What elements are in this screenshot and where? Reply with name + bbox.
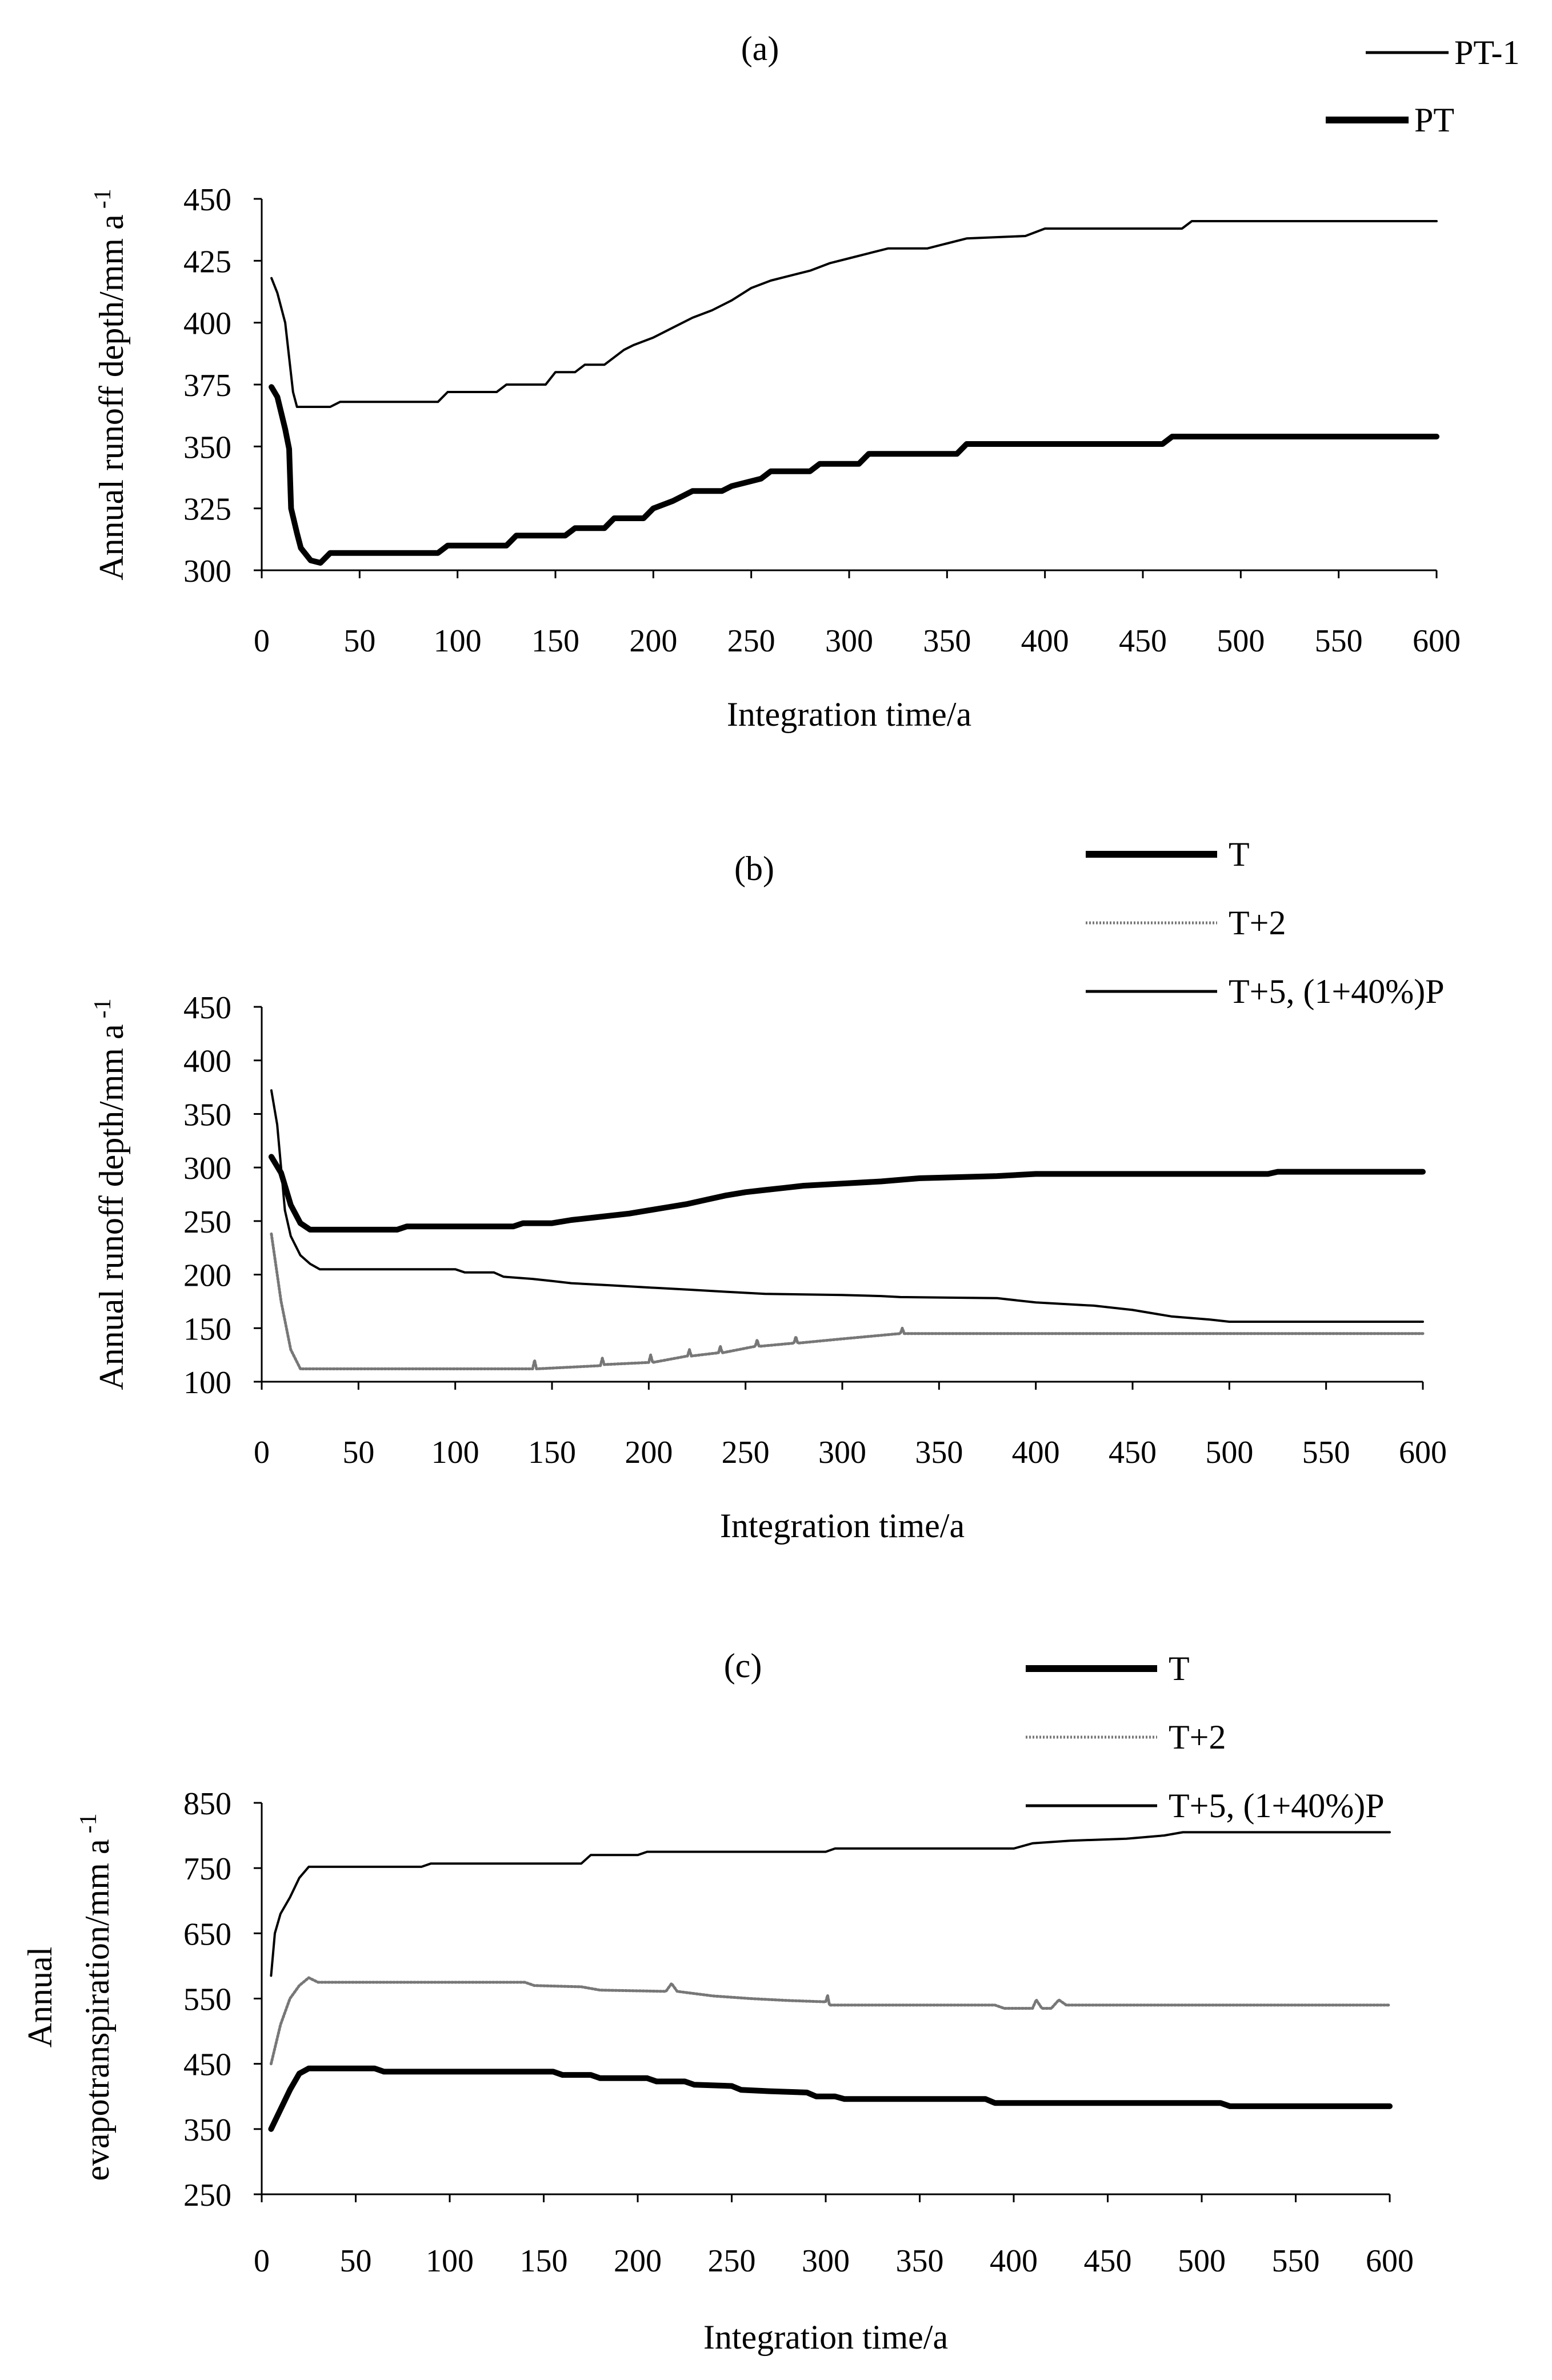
x-tick-label: 350 <box>923 623 971 659</box>
x-tick-label: 350 <box>915 1435 963 1470</box>
x-axis-label: Integration time/a <box>727 695 971 733</box>
x-tick-label: 250 <box>722 1435 770 1470</box>
x-tick-label: 550 <box>1302 1435 1350 1470</box>
x-tick-label: 100 <box>426 2243 474 2279</box>
x-tick-label: 400 <box>1012 1435 1060 1470</box>
legend-label: T+5, (1+40%)P <box>1169 1787 1385 1825</box>
y-tick-label: 350 <box>183 2113 231 2148</box>
x-tick-label: 0 <box>254 2243 270 2279</box>
y-tick-label: 550 <box>183 1982 231 2018</box>
y-tick-label: 450 <box>183 2047 231 2083</box>
x-tick-label: 150 <box>520 2243 568 2279</box>
series-line-thin <box>270 220 1438 408</box>
chart-title: (b) <box>734 850 774 887</box>
y-tick-label: 425 <box>183 244 231 279</box>
x-axis-label: Integration time/a <box>720 1507 965 1545</box>
chart-panel-2: 250 350 450 550 650 750 850 0 50 100 150 200 250 300 3… <box>21 1647 1414 2356</box>
y-tick-label: 250 <box>183 2178 231 2213</box>
series-line-dotted <box>269 1976 1391 2066</box>
legend-label: PT-1 <box>1454 34 1520 71</box>
x-tick-label: 400 <box>990 2243 1038 2279</box>
x-tick-label: 350 <box>896 2243 944 2279</box>
y-tick-label: 300 <box>183 554 231 589</box>
y-tick-label: 150 <box>183 1311 231 1347</box>
series-line-thick <box>269 384 1439 566</box>
x-axis-label: Integration time/a <box>703 2318 948 2356</box>
y-axis-label: evapotranspiration/mm a-1 <box>75 1813 116 2181</box>
x-tick-label: 500 <box>1178 2243 1226 2279</box>
chart-panel-0: 300 325 350 375 400 425 450 0 50 100 150 200 250 300 3… <box>90 30 1520 733</box>
x-tick-label: 50 <box>343 623 375 659</box>
x-tick-label: 150 <box>531 623 579 659</box>
x-tick-label: 100 <box>431 1435 479 1470</box>
x-tick-label: 500 <box>1205 1435 1253 1470</box>
x-tick-label: 50 <box>342 1435 374 1470</box>
y-tick-label: 325 <box>183 492 231 527</box>
x-tick-label: 200 <box>629 623 677 659</box>
y-tick-label: 750 <box>183 1851 231 1887</box>
y-tick-label: 400 <box>183 306 231 342</box>
x-tick-label: 550 <box>1272 2243 1320 2279</box>
x-tick-label: 150 <box>528 1435 576 1470</box>
chart-title: (a) <box>741 30 779 67</box>
x-tick-label: 300 <box>802 2243 850 2279</box>
y-tick-label: 450 <box>183 182 231 218</box>
x-tick-label: 450 <box>1119 623 1167 659</box>
y-tick-label: 200 <box>183 1258 231 1294</box>
x-tick-label: 450 <box>1109 1435 1157 1470</box>
x-tick-label: 600 <box>1399 1435 1447 1470</box>
y-axis-label: Annual runoff depth/mm a-1 <box>90 998 130 1390</box>
legend-label: PT <box>1414 101 1454 139</box>
x-tick-label: 600 <box>1366 2243 1414 2279</box>
series-line-dotted <box>270 1232 1425 1370</box>
series-line-thin <box>270 1831 1391 1977</box>
chart-panel-1: 100 150 200 250 300 350 400 450 0 50 100 150 200 250 3… <box>90 835 1447 1545</box>
x-tick-label: 100 <box>434 623 482 659</box>
y-axis-label: Annual <box>21 1947 59 2048</box>
x-tick-label: 500 <box>1217 623 1265 659</box>
y-tick-label: 300 <box>183 1151 231 1186</box>
y-tick-label: 350 <box>183 430 231 465</box>
series-line-thick <box>268 2065 1393 2132</box>
x-tick-label: 0 <box>254 1435 270 1470</box>
y-tick-label: 250 <box>183 1205 231 1240</box>
y-axis-label: Annual runoff depth/mm a-1 <box>90 189 130 580</box>
series-line-thick <box>268 1154 1426 1233</box>
x-tick-label: 200 <box>625 1435 673 1470</box>
legend-label: T+2 <box>1169 1718 1226 1756</box>
x-tick-label: 250 <box>708 2243 756 2279</box>
x-tick-label: 450 <box>1084 2243 1132 2279</box>
y-tick-label: 100 <box>183 1365 231 1401</box>
y-tick-label: 450 <box>183 990 231 1026</box>
legend-label: T <box>1229 835 1250 873</box>
legend-label: T+2 <box>1229 904 1286 942</box>
y-tick-label: 375 <box>183 368 231 403</box>
y-tick-label: 850 <box>183 1786 231 1822</box>
x-tick-label: 250 <box>727 623 775 659</box>
series-line-thin <box>270 1089 1424 1323</box>
x-tick-label: 600 <box>1413 623 1461 659</box>
chart-title: (c) <box>724 1647 762 1685</box>
y-tick-label: 650 <box>183 1917 231 1952</box>
x-tick-label: 0 <box>254 623 270 659</box>
y-tick-label: 350 <box>183 1097 231 1133</box>
x-tick-label: 550 <box>1315 623 1363 659</box>
x-tick-label: 400 <box>1021 623 1069 659</box>
x-tick-label: 200 <box>614 2243 662 2279</box>
y-tick-label: 400 <box>183 1044 231 1079</box>
x-tick-label: 300 <box>825 623 873 659</box>
x-tick-label: 300 <box>818 1435 866 1470</box>
legend-label: T+5, (1+40%)P <box>1229 973 1445 1010</box>
legend-label: T <box>1169 1650 1190 1687</box>
x-tick-label: 50 <box>340 2243 372 2279</box>
